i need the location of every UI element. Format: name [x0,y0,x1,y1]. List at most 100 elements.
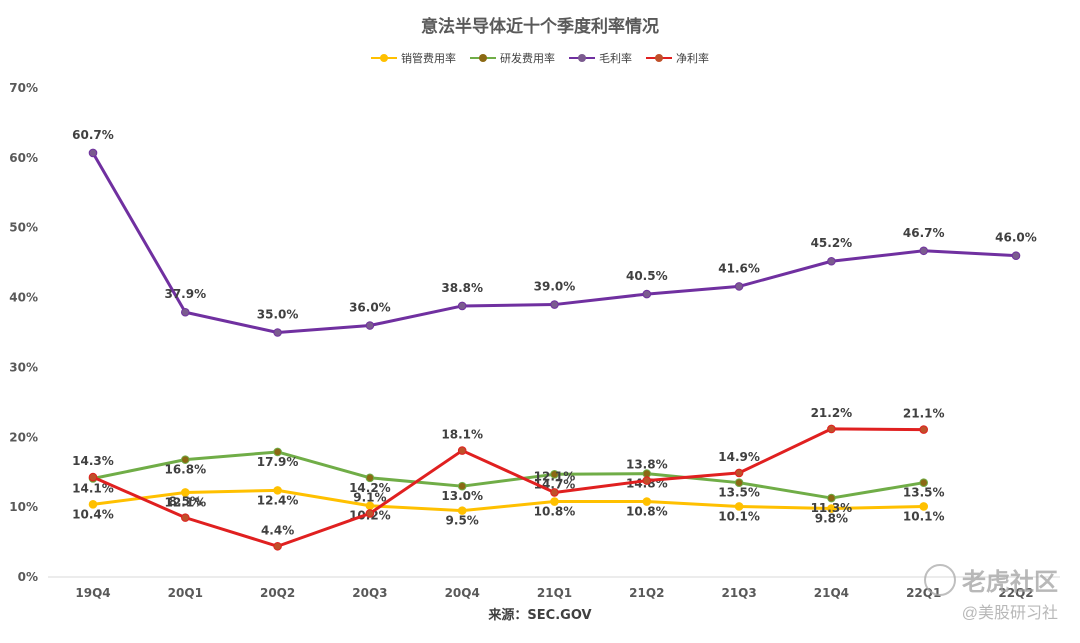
legend-item-net-margin[interactable]: 净利率 [646,50,709,66]
data-point [273,541,282,551]
legend-label: 销管费用率 [401,52,456,65]
data-label: 18.1% [441,428,483,442]
chart-title: 意法半导体近十个季度利率情况 [421,17,659,37]
watermark: 老虎社区 @美股研习社 [924,562,1058,623]
data-label: 12.1% [534,469,576,483]
series-line [92,488,924,513]
chart-legend: 销管费用率 研发费用率 毛利率 净利率 [0,50,1080,66]
data-point [181,307,190,317]
data-label: 8.5% [169,495,202,509]
legend-item-gross-margin[interactable]: 毛利率 [569,50,632,66]
y-tick-label: 60% [9,151,38,165]
x-tick-label: 21Q2 [629,586,664,600]
data-point [88,500,98,509]
data-point [827,256,836,266]
data-label: 13.0% [441,489,483,503]
x-tick-label: 21Q3 [721,586,756,600]
data-label: 11.3% [811,501,853,515]
data-label: 46.0% [995,231,1037,245]
series-line [92,427,924,548]
data-point [88,148,98,158]
data-point [827,493,836,503]
data-point [365,473,375,483]
data-label: 10.8% [534,505,576,519]
data-label: 60.7% [72,128,114,142]
data-label: 12.1% [164,495,206,509]
data-label: 37.9% [164,287,206,301]
data-label: 14.9% [718,450,760,464]
x-tick-label: 20Q4 [445,586,480,600]
data-label: 14.3% [72,454,114,468]
data-point [734,468,744,478]
y-tick-label: 0% [18,570,38,584]
data-label: 39.0% [534,280,576,294]
data-label: 9.8% [815,512,848,526]
data-label: 14.1% [72,482,114,496]
data-label: 21.1% [903,407,945,421]
y-tick-label: 70% [9,81,38,95]
data-label: 45.2% [811,236,853,250]
data-label: 35.0% [257,308,299,322]
data-label: 13.5% [718,486,760,500]
x-tick-label: 20Q2 [260,586,295,600]
legend-swatch-icon [470,53,496,63]
data-point [734,502,744,511]
data-point [457,506,467,515]
data-label: 21.2% [811,406,853,420]
data-point [181,455,190,464]
x-tick-label: 21Q1 [537,586,572,600]
data-label: 9.1% [353,490,386,504]
data-point [181,488,190,497]
data-point [181,513,190,522]
x-tick-label: 21Q4 [814,586,849,600]
data-label: 38.8% [441,281,483,295]
data-point [827,424,836,434]
watermark-brand: 老虎社区 [962,569,1058,596]
legend-item-sales-admin[interactable]: 销管费用率 [371,50,456,66]
data-point [457,481,467,491]
data-point [919,246,929,256]
data-label: 41.6% [718,261,760,275]
data-point [1011,251,1021,260]
data-label: 13.8% [626,458,668,472]
y-tick-label: 40% [9,291,38,305]
data-point [642,476,652,485]
legend-label: 研发费用率 [500,52,555,65]
y-tick-label: 20% [9,430,38,444]
x-tick-label: 20Q3 [352,586,387,600]
legend-swatch-icon [569,53,595,63]
data-point [550,300,559,309]
legend-label: 净利率 [676,52,709,65]
watermark-handle: @美股研习社 [961,605,1058,622]
data-point [642,497,652,506]
data-point [827,504,836,513]
y-tick-label: 10% [9,500,38,514]
data-point [365,321,375,330]
legend-swatch-icon [646,53,672,63]
data-point [457,446,467,455]
data-point [365,509,375,518]
data-point [273,447,282,457]
x-tick-label: 22Q2 [998,586,1033,600]
data-label: 36.0% [349,301,391,315]
watermark-logo-icon [924,563,956,596]
data-point [88,472,98,482]
legend-swatch-icon [371,53,397,63]
legend-label: 毛利率 [599,52,632,65]
legend-item-rnd[interactable]: 研发费用率 [470,50,555,66]
data-label: 10.8% [626,505,668,519]
source-note: 来源：SEC.GOV [488,608,592,623]
data-label: 16.8% [164,463,206,477]
y-tick-label: 50% [9,221,38,235]
data-point [642,289,652,299]
data-point [734,478,744,487]
y-tick-label: 30% [9,360,38,374]
data-point [550,497,559,506]
data-label: 12.4% [257,493,299,507]
data-point [273,328,282,337]
series-line [92,450,924,500]
data-label: 10.4% [72,507,114,521]
data-point [550,488,559,497]
